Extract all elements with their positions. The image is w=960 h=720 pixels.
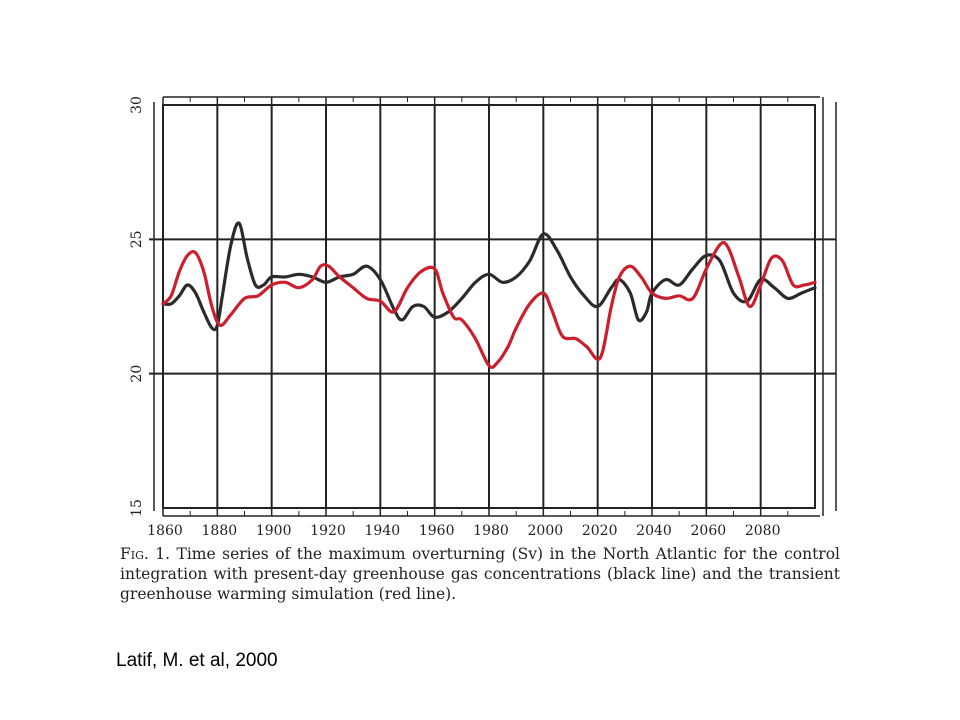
y-tick-label: 30 — [129, 96, 145, 114]
x-tick-label: 1940 — [365, 523, 401, 539]
x-tick-label: 2080 — [745, 523, 781, 539]
series-group — [161, 221, 817, 369]
x-tick-label: 1900 — [256, 523, 292, 539]
y-tick-label: 25 — [129, 230, 145, 248]
y-tick-label: 15 — [129, 499, 145, 517]
control-series-line — [161, 221, 817, 332]
axis-ticks: 1860 1880 1900 1920 1940 1960 1980 2000 2020 2040… — [129, 96, 789, 539]
grid-lines — [149, 105, 836, 508]
figure-caption: Fig. 1. Time series of the maximum overt… — [120, 544, 840, 604]
x-tick-label: 2060 — [691, 523, 727, 539]
citation-credit: Latif, M. et al, 2000 — [116, 650, 278, 671]
x-tick-label: 1980 — [473, 523, 509, 539]
y-tick-label: 20 — [129, 365, 145, 383]
x-tick-label: 1920 — [310, 523, 346, 539]
warming-series-line — [161, 240, 817, 369]
x-tick-label: 1880 — [202, 523, 238, 539]
x-tick-label: 1860 — [147, 523, 183, 539]
x-tick-label: 1960 — [419, 523, 455, 539]
figure-label: Fig. 1. — [120, 545, 171, 563]
x-tick-label: 2020 — [582, 523, 618, 539]
x-tick-label: 2000 — [528, 523, 564, 539]
overturning-chart: 1860 1880 1900 1920 1940 1960 1980 2000 2020 2040… — [129, 96, 837, 539]
figure-caption-text: Time series of the maximum overturning (… — [120, 545, 841, 603]
x-tick-label: 2040 — [636, 523, 672, 539]
